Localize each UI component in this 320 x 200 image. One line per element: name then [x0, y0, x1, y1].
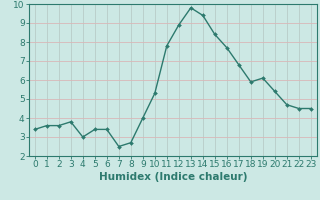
X-axis label: Humidex (Indice chaleur): Humidex (Indice chaleur)	[99, 172, 247, 182]
